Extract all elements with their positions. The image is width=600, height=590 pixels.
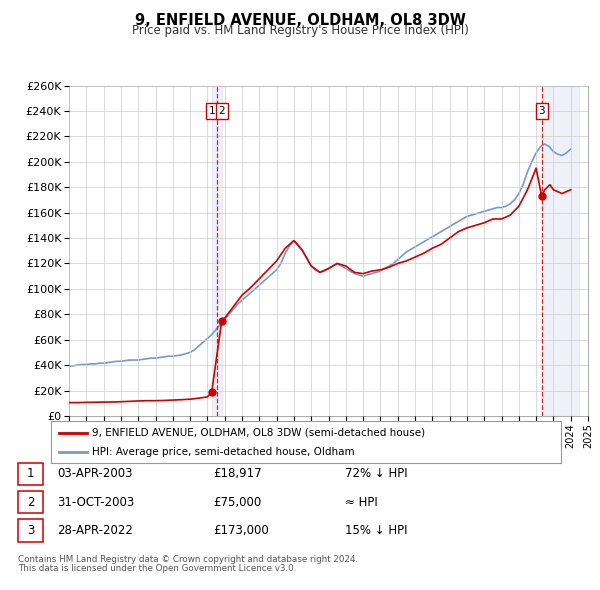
Bar bbox=[542, 86, 580, 416]
Text: 9, ENFIELD AVENUE, OLDHAM, OL8 3DW: 9, ENFIELD AVENUE, OLDHAM, OL8 3DW bbox=[134, 13, 466, 28]
Text: Price paid vs. HM Land Registry's House Price Index (HPI): Price paid vs. HM Land Registry's House … bbox=[131, 24, 469, 37]
Text: 2: 2 bbox=[27, 496, 34, 509]
Text: 28-APR-2022: 28-APR-2022 bbox=[57, 524, 133, 537]
Text: Contains HM Land Registry data © Crown copyright and database right 2024.: Contains HM Land Registry data © Crown c… bbox=[18, 555, 358, 564]
Text: 31-OCT-2003: 31-OCT-2003 bbox=[57, 496, 134, 509]
Text: 1: 1 bbox=[208, 106, 215, 116]
Text: £75,000: £75,000 bbox=[213, 496, 261, 509]
Text: 2: 2 bbox=[218, 106, 225, 116]
Text: 3: 3 bbox=[538, 106, 545, 116]
Text: HPI: Average price, semi-detached house, Oldham: HPI: Average price, semi-detached house,… bbox=[92, 447, 355, 457]
Text: 1: 1 bbox=[27, 467, 34, 480]
Bar bbox=[212, 86, 222, 416]
Text: £18,917: £18,917 bbox=[213, 467, 262, 480]
Text: 72% ↓ HPI: 72% ↓ HPI bbox=[345, 467, 407, 480]
Text: 15% ↓ HPI: 15% ↓ HPI bbox=[345, 524, 407, 537]
Text: 9, ENFIELD AVENUE, OLDHAM, OL8 3DW (semi-detached house): 9, ENFIELD AVENUE, OLDHAM, OL8 3DW (semi… bbox=[92, 428, 425, 438]
Text: £173,000: £173,000 bbox=[213, 524, 269, 537]
Text: 3: 3 bbox=[27, 524, 34, 537]
Text: This data is licensed under the Open Government Licence v3.0.: This data is licensed under the Open Gov… bbox=[18, 565, 296, 573]
Text: 03-APR-2003: 03-APR-2003 bbox=[57, 467, 133, 480]
Text: ≈ HPI: ≈ HPI bbox=[345, 496, 378, 509]
